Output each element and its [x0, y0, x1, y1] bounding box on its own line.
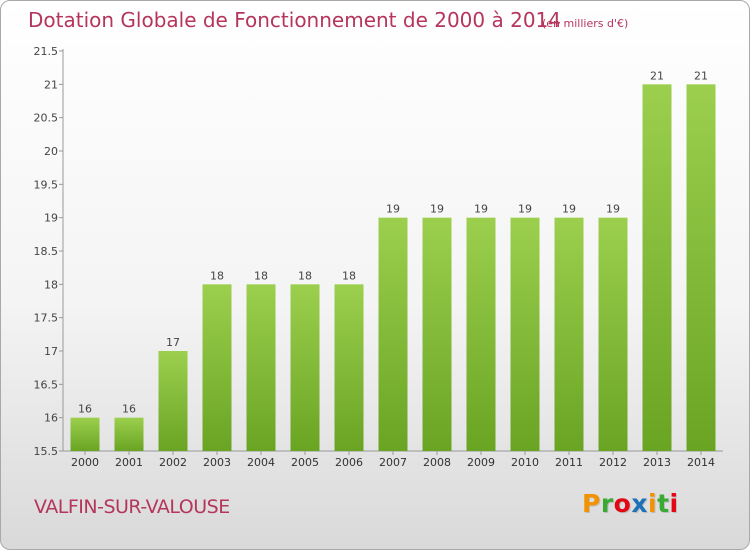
y-tick-label: 21 [44, 78, 58, 91]
y-tick-label: 21.5 [34, 45, 59, 58]
bar [598, 217, 628, 451]
data-label: 21 [694, 69, 708, 82]
y-tick-label: 20 [44, 145, 58, 158]
logo-letter: P [582, 489, 601, 518]
x-tick-label: 2012 [599, 456, 627, 469]
data-label: 18 [342, 269, 356, 282]
x-tick-label: 2004 [247, 456, 275, 469]
y-tick-label: 19 [44, 212, 58, 225]
y-tick-label: 19.5 [34, 178, 59, 191]
data-label: 19 [562, 203, 576, 216]
bar [466, 217, 496, 451]
bar [334, 284, 364, 451]
data-label: 19 [474, 203, 488, 216]
data-label: 19 [430, 203, 444, 216]
proxiti-logo[interactable]: Proxiti [582, 489, 679, 518]
x-tick-label: 2013 [643, 456, 671, 469]
data-label: 19 [518, 203, 532, 216]
bar [158, 351, 188, 451]
x-tick-label: 2003 [203, 456, 231, 469]
x-tick-label: 2011 [555, 456, 583, 469]
y-tick-label: 16.5 [34, 378, 59, 391]
y-tick-label: 17 [44, 345, 58, 358]
data-label: 18 [298, 269, 312, 282]
x-tick-label: 2007 [379, 456, 407, 469]
bar [422, 217, 452, 451]
bar [290, 284, 320, 451]
x-tick-label: 2000 [71, 456, 99, 469]
bar [642, 84, 672, 451]
x-axis: 2000 2001 2002 2003 2004 2005 2006 2007 2008 2009… [63, 450, 723, 469]
y-tick-label: 18 [44, 278, 58, 291]
logo-letter: o [613, 489, 632, 518]
x-tick-label: 2006 [335, 456, 363, 469]
chart-subtitle: (en milliers d'€) [542, 17, 629, 30]
x-tick-label: 2005 [291, 456, 319, 469]
y-tick-label: 18.5 [34, 245, 59, 258]
data-label: 19 [386, 203, 400, 216]
bar [510, 217, 540, 451]
y-tick-label: 20.5 [34, 112, 59, 125]
data-label: 16 [78, 403, 92, 416]
x-tick-label: 2010 [511, 456, 539, 469]
x-tick-label: 2002 [159, 456, 187, 469]
bar [246, 284, 276, 451]
data-label: 17 [166, 336, 180, 349]
logo-letter: i [648, 489, 658, 518]
y-axis: 15.5 16 16.5 17 17.5 18 18.5 19 19.5 20 20.5 21 21.5 [34, 45, 64, 458]
logo-letter: x [631, 489, 648, 518]
bar [114, 417, 144, 451]
bar [554, 217, 584, 451]
chart-title: Dotation Globale de Fonctionnement de 20… [28, 8, 561, 32]
logo-letter: t [657, 489, 670, 518]
data-label: 18 [254, 269, 268, 282]
x-tick-label: 2014 [687, 456, 715, 469]
bar [686, 84, 716, 451]
bar [202, 284, 232, 451]
logo-letter: r [600, 489, 614, 518]
bar [70, 417, 100, 451]
logo-letter: i [669, 489, 679, 518]
x-tick-label: 2009 [467, 456, 495, 469]
bars: 16 16 17 18 18 18 18 19 19 19 19 19 19 21 21 [70, 69, 716, 451]
x-tick-label: 2001 [115, 456, 143, 469]
bar [378, 217, 408, 451]
commune-name: VALFIN-SUR-VALOUSE [34, 496, 230, 518]
data-label: 16 [122, 403, 136, 416]
data-label: 21 [650, 69, 664, 82]
data-label: 18 [210, 269, 224, 282]
y-tick-label: 17.5 [34, 312, 59, 325]
y-tick-label: 16 [44, 412, 58, 425]
data-label: 19 [606, 203, 620, 216]
x-tick-label: 2008 [423, 456, 451, 469]
y-tick-label: 15.5 [34, 445, 59, 458]
